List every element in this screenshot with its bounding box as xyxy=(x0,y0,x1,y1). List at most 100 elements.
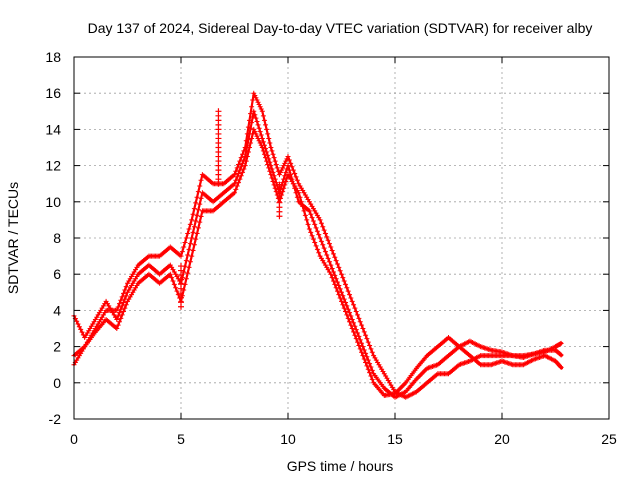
data-point xyxy=(279,167,285,173)
series-points-satellite-track-a xyxy=(71,90,564,400)
data-point xyxy=(254,97,260,103)
data-point xyxy=(334,279,340,285)
data-point xyxy=(364,363,370,369)
data-point xyxy=(347,292,353,298)
spike-point xyxy=(178,263,184,270)
data-point xyxy=(288,160,294,166)
data-point xyxy=(78,326,84,332)
data-point xyxy=(339,271,344,277)
data-point xyxy=(367,361,373,367)
data-point xyxy=(347,319,353,325)
data-point xyxy=(269,148,275,154)
data-point xyxy=(349,298,355,304)
data-point xyxy=(276,172,282,178)
data-point xyxy=(237,176,243,182)
data-point xyxy=(368,373,374,379)
data-point xyxy=(257,104,263,110)
data-point xyxy=(269,175,275,181)
data-point xyxy=(195,207,201,213)
data-point xyxy=(258,142,264,148)
data-point xyxy=(194,212,200,218)
data-point xyxy=(337,295,343,301)
data-point xyxy=(359,322,365,328)
data-point xyxy=(187,241,193,247)
data-point xyxy=(249,120,255,126)
data-point xyxy=(352,332,358,338)
data-point xyxy=(312,240,318,246)
data-point xyxy=(122,305,128,311)
data-point xyxy=(361,356,367,362)
data-point xyxy=(301,208,307,214)
data-point xyxy=(333,276,339,282)
data-point xyxy=(281,185,287,191)
data-point xyxy=(355,312,361,318)
data-point xyxy=(355,330,361,336)
grid-lines xyxy=(74,57,609,419)
data-point xyxy=(244,154,250,160)
data-point xyxy=(333,285,339,291)
data-point xyxy=(363,350,369,356)
data-point xyxy=(348,295,354,301)
data-point xyxy=(320,224,326,230)
data-point xyxy=(183,235,189,241)
data-point xyxy=(123,284,129,290)
data-point xyxy=(558,352,564,358)
data-point xyxy=(174,288,180,294)
data-point xyxy=(357,319,363,325)
data-point xyxy=(257,129,263,135)
data-point xyxy=(281,163,287,169)
x-tick-label: 20 xyxy=(494,431,510,447)
data-point xyxy=(193,236,199,242)
data-point xyxy=(317,217,323,223)
data-point xyxy=(363,332,369,338)
data-point xyxy=(300,203,306,209)
data-point xyxy=(325,237,331,243)
data-point xyxy=(179,249,185,255)
data-point xyxy=(238,155,244,161)
data-point xyxy=(114,316,120,322)
data-point xyxy=(336,264,342,270)
data-point xyxy=(195,189,201,195)
data-point xyxy=(252,92,258,98)
x-axis-label: GPS time / hours xyxy=(287,458,394,474)
data-point xyxy=(187,221,193,227)
data-point xyxy=(343,299,349,305)
data-point xyxy=(260,139,266,145)
axes xyxy=(73,56,610,420)
data-point xyxy=(344,285,350,291)
data-point xyxy=(186,226,192,232)
data-point xyxy=(115,322,121,328)
data-point xyxy=(185,252,191,258)
data-point xyxy=(322,230,328,236)
data-point xyxy=(349,326,355,331)
data-point xyxy=(75,321,81,327)
data-point xyxy=(282,160,288,166)
data-point xyxy=(115,313,121,319)
y-tick-label: 2 xyxy=(53,339,61,355)
data-point xyxy=(236,180,242,186)
spike-point xyxy=(215,108,222,115)
y-tick-label: 14 xyxy=(45,121,61,137)
data-point xyxy=(285,154,291,160)
data-point xyxy=(314,246,320,252)
data-point xyxy=(558,364,564,370)
data-point xyxy=(283,178,289,184)
y-tick-label: 8 xyxy=(53,230,61,246)
data-point xyxy=(250,97,256,103)
data-point xyxy=(309,215,315,221)
data-point xyxy=(316,250,322,256)
data-point xyxy=(246,145,252,150)
data-point xyxy=(254,118,260,124)
series-points-satellite-track-c xyxy=(71,126,564,398)
data-point xyxy=(336,292,342,298)
data-point xyxy=(328,262,334,268)
data-point xyxy=(194,230,200,236)
data-point xyxy=(318,220,324,226)
data-point xyxy=(293,174,299,180)
data-point xyxy=(171,281,177,287)
data-point xyxy=(120,309,126,315)
data-point xyxy=(347,310,353,316)
data-point xyxy=(332,254,338,260)
data-point xyxy=(558,340,564,346)
data-point xyxy=(186,246,192,252)
